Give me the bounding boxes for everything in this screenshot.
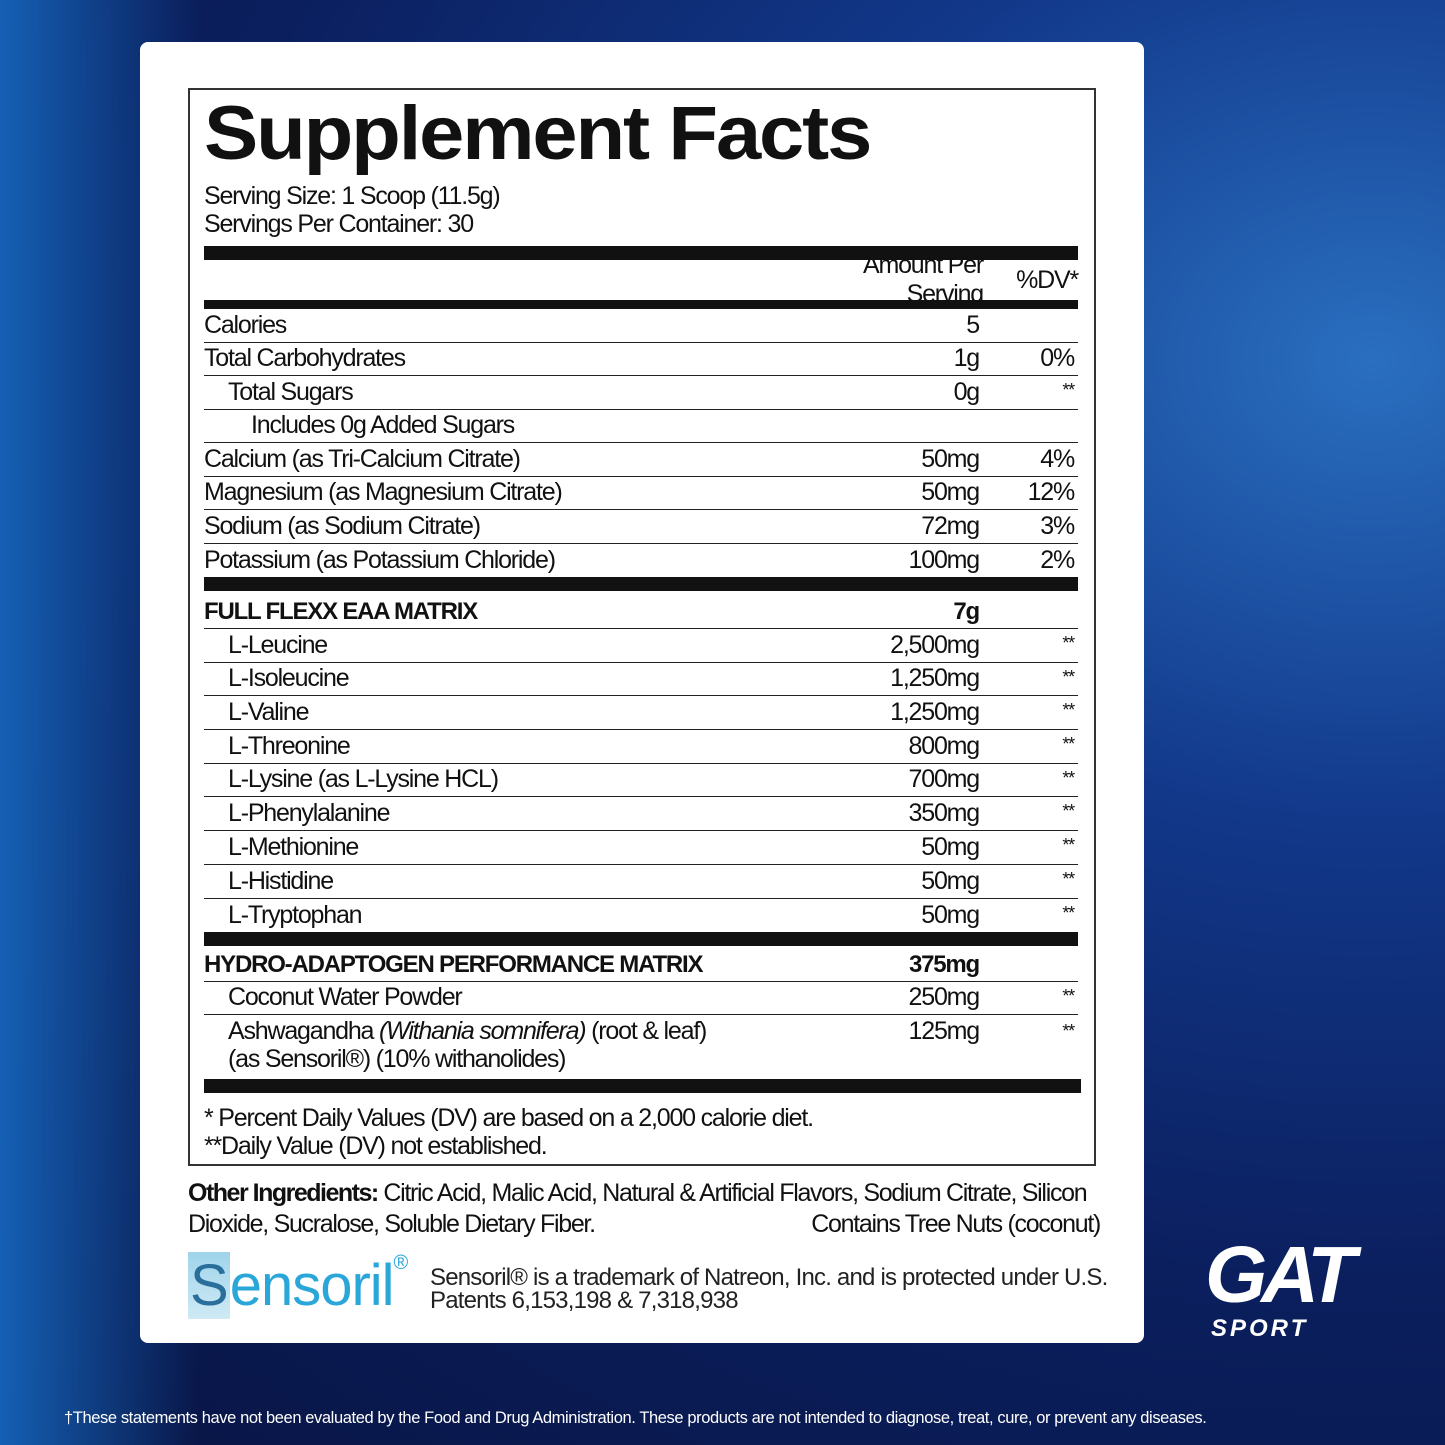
table-row: L-Histidine 50mg ** <box>204 865 1078 899</box>
table-row: L-Phenylalanine 350mg ** <box>204 797 1078 832</box>
nutrient-name: L-Leucine <box>228 630 328 659</box>
nutrient-amount: 50mg <box>921 444 980 473</box>
nutrient-amount: 100mg <box>908 546 981 574</box>
nutrient-name: L-Methionine <box>228 832 359 861</box>
serving-info: Serving Size: 1 Scoop (11.5g) Servings P… <box>204 182 501 238</box>
nutrient-amount: 800mg <box>908 731 981 760</box>
nutrient-name: L-Threonine <box>228 731 351 760</box>
nutrient-name: Potassium (as Potassium Chloride) <box>204 546 556 574</box>
nutrient-amount: 5 <box>966 310 980 339</box>
divider-thick <box>204 300 1078 309</box>
table-row: Ashwagandha (Withania somnifera) (root &… <box>228 1017 1075 1074</box>
nutrient-name: Sodium (as Sodium Citrate) <box>204 511 481 540</box>
fda-disclaimer: †These statements have not been evaluate… <box>64 1409 1207 1427</box>
nutrient-amount: 1g <box>953 344 981 372</box>
dv-header: %DV* <box>1016 265 1079 294</box>
nutrient-dv: 2% <box>1040 546 1075 574</box>
label-card: Supplement Facts Serving Size: 1 Scoop (… <box>140 42 1144 1343</box>
table-row: Sodium (as Sodium Citrate) 72mg 3% <box>204 510 1078 544</box>
nutrient-dv: 0% <box>1040 344 1075 372</box>
trademark-notice: Sensoril® is a trademark of Natreon, Inc… <box>430 1264 1108 1314</box>
nutrient-amount: 50mg <box>921 478 980 506</box>
nutrient-name: Includes 0g Added Sugars <box>251 411 515 439</box>
nutrient-name: Calcium (as Tri-Calcium Citrate) <box>204 444 521 473</box>
table-row: Includes 0g Added Sugars <box>204 410 1078 443</box>
table-row: Magnesium (as Magnesium Citrate) 50mg 12% <box>204 477 1078 510</box>
gat-sport-logo: GAT SPORT <box>1205 1230 1356 1343</box>
nutrient-dv: ** <box>1062 700 1075 721</box>
nutrient-name: L-Phenylalanine <box>228 799 391 828</box>
table-row: L-Threonine 800mg ** <box>204 730 1078 764</box>
nutrient-name: Total Sugars <box>228 377 354 406</box>
divider-thick <box>204 577 1078 591</box>
servings-per-container: Servings Per Container: 30 <box>204 210 474 238</box>
table-row: L-Methionine 50mg ** <box>204 831 1078 865</box>
nutrient-dv: 3% <box>1040 511 1075 540</box>
sensoril-logo: Sensoril® <box>188 1252 408 1319</box>
nutrient-dv: ** <box>1062 868 1075 889</box>
nutrient-dv: 12% <box>1027 478 1076 506</box>
table-row: L-Leucine 2,500mg ** <box>204 629 1078 663</box>
footnotes: * Percent Daily Values (DV) are based on… <box>204 1104 814 1160</box>
nutrient-name: L-Histidine <box>228 866 334 895</box>
nutrient-dv: ** <box>1062 902 1075 923</box>
nutrient-dv: ** <box>1062 801 1075 822</box>
nutrient-amount: 50mg <box>921 832 980 861</box>
nutrient-dv: ** <box>1062 767 1075 788</box>
nutrient-name: L-Tryptophan <box>228 901 363 930</box>
table-row: Calcium (as Tri-Calcium Citrate) 50mg 4% <box>204 443 1078 477</box>
table-header: Amount Per Serving %DV* <box>204 251 1079 308</box>
nutrient-name: L-Lysine (as L-Lysine HCL) <box>228 765 499 794</box>
table-row: Total Sugars 0g ** <box>204 376 1078 410</box>
nutrient-name: L-Valine <box>228 698 309 727</box>
nutrient-amount: 1,250mg <box>890 698 980 727</box>
nutrient-amount: 1,250mg <box>890 664 980 693</box>
table-row: Total Carbohydrates 1g 0% <box>204 343 1078 376</box>
table-row: Potassium (as Potassium Chloride) 100mg 2% <box>204 544 1078 578</box>
table-row: L-Lysine (as L-Lysine HCL) 700mg ** <box>204 764 1078 798</box>
nutrient-amount: 350mg <box>908 799 981 828</box>
nutrient-dv: ** <box>1062 633 1075 653</box>
table-row: L-Valine 1,250mg ** <box>204 696 1078 731</box>
nutrient-dv: ** <box>1062 380 1075 400</box>
divider-thick <box>204 932 1078 947</box>
nutrient-amount: 50mg <box>921 901 980 930</box>
nutrient-dv: ** <box>1062 734 1075 755</box>
supplement-facts-panel: Supplement Facts Serving Size: 1 Scoop (… <box>188 88 1096 1166</box>
allergen-statement: Contains Tree Nuts (coconut) <box>811 1210 1101 1238</box>
other-ingredients: Other Ingredients: Citric Acid, Malic Ac… <box>188 1179 1101 1238</box>
table-row: L-Tryptophan 50mg ** <box>204 899 1078 933</box>
table-row: L-Isoleucine 1,250mg ** <box>204 663 1078 697</box>
nutrient-amount: 72mg <box>921 511 980 540</box>
nutrient-amount: 2,500mg <box>890 630 980 659</box>
nutrient-name: Total Carbohydrates <box>204 344 406 372</box>
facts-table: Amount Per Serving %DV* Calories 5 Total C… <box>204 246 1081 1094</box>
nutrient-name: L-Isoleucine <box>228 664 350 693</box>
serving-size: Serving Size: 1 Scoop (11.5g) <box>204 182 501 210</box>
hydro-matrix-row: HYDRO-ADAPTOGEN PERFORMANCE MATRIX 375mg <box>204 946 1078 983</box>
divider-thick <box>204 1079 1081 1094</box>
nutrient-amount: 0g <box>953 377 981 406</box>
nutrient-name: Magnesium (as Magnesium Citrate) <box>204 478 563 506</box>
nutrient-amount: 700mg <box>908 765 981 794</box>
page-title: Supplement Facts <box>204 91 872 176</box>
divider-thick <box>204 246 1078 260</box>
amount-header: Amount Per Serving <box>862 251 984 308</box>
nutrient-name: Calories <box>204 310 287 339</box>
eaa-matrix-row: FULL FLEXX EAA MATRIX 7g <box>204 591 1078 629</box>
table-row: Coconut Water Powder 250mg ** <box>204 982 1078 1016</box>
nutrient-dv: ** <box>1062 666 1075 687</box>
nutrient-amount: 50mg <box>921 866 980 895</box>
table-row: Calories 5 <box>204 309 1078 343</box>
nutrient-dv: ** <box>1062 835 1075 856</box>
nutrient-dv: 4% <box>1040 444 1075 473</box>
